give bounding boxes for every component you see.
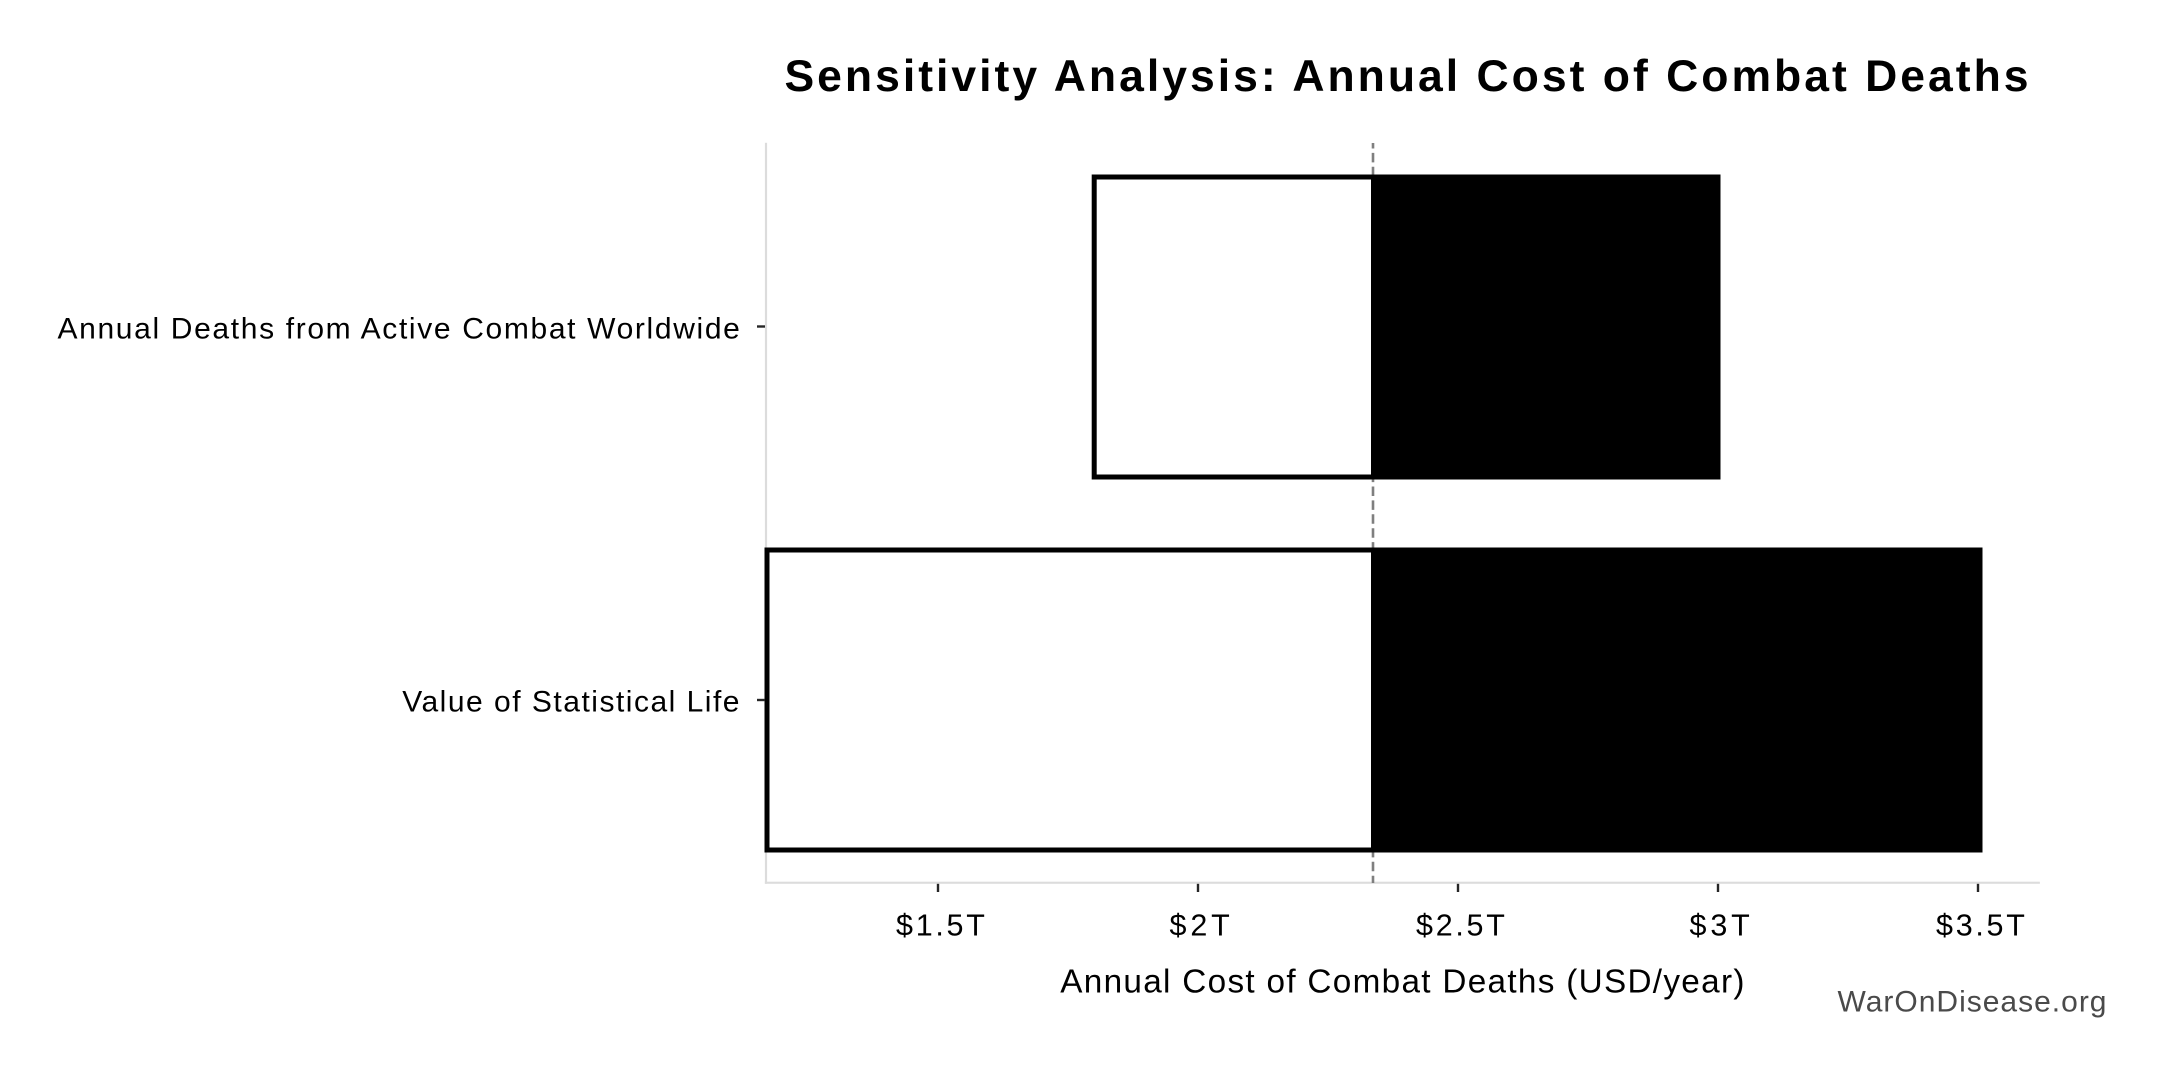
svg-text:$2T: $2T [1169,908,1233,942]
svg-text:Value of Statistical Life: Value of Statistical Life [402,686,741,719]
svg-text:Annual Deaths from Active Comb: Annual Deaths from Active Combat Worldwi… [57,313,741,346]
svg-text:WarOnDisease.org: WarOnDisease.org [1838,986,2108,1019]
svg-text:Sensitivity Analysis: Annual C: Sensitivity Analysis: Annual Cost of Com… [784,52,2031,101]
svg-text:$1.5T: $1.5T [896,908,988,942]
svg-text:$2.5T: $2.5T [1416,908,1508,942]
svg-text:$3.5T: $3.5T [1936,908,2028,942]
svg-text:Annual Cost of Combat Deaths (: Annual Cost of Combat Deaths (USD/year) [1060,964,1745,1001]
svg-text:$3T: $3T [1689,908,1753,942]
